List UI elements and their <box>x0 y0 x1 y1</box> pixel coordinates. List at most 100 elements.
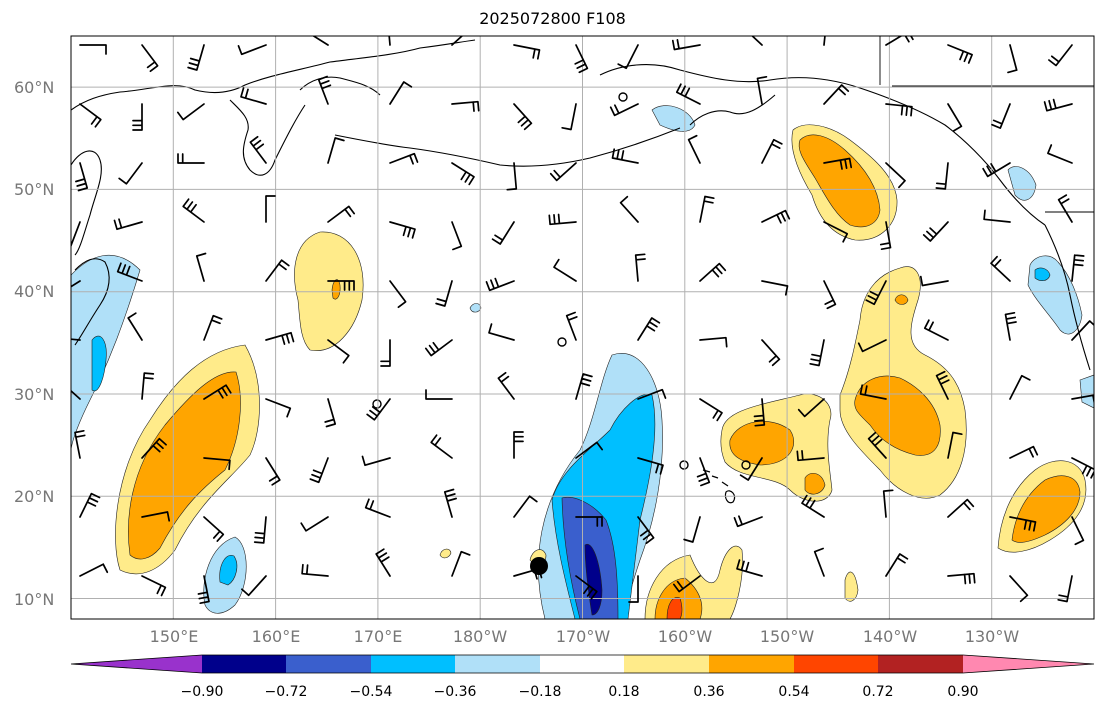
positive-blob-3 <box>844 571 859 602</box>
wind-barb <box>823 280 837 310</box>
negative-core-central-3 <box>584 543 603 616</box>
wind-barb <box>424 339 453 357</box>
colorbar-label: −0.36 <box>434 684 477 700</box>
wind-barb <box>79 492 101 518</box>
wind-barb <box>885 36 914 46</box>
wind-barb <box>617 44 639 70</box>
wind-barb <box>265 195 276 223</box>
wind-barb <box>672 575 701 593</box>
wind-barb <box>1057 575 1073 603</box>
colorbar-swatch <box>963 655 1094 673</box>
wind-barb <box>919 275 949 287</box>
wind-barb <box>364 498 391 518</box>
wind-barb <box>327 137 345 164</box>
wind-barb <box>187 44 205 71</box>
wind-barb <box>300 516 329 532</box>
wind-barb <box>637 388 667 400</box>
lat-label: 10°N <box>14 590 54 609</box>
wind-barb <box>488 323 515 341</box>
wind-barb <box>1043 98 1073 112</box>
wind-barb <box>736 559 763 577</box>
wind-barb <box>327 280 355 291</box>
colorbar-label: −0.90 <box>181 684 224 700</box>
wind-barb <box>451 100 480 112</box>
colorbar-swatch <box>202 655 286 673</box>
wind-barb <box>609 103 639 117</box>
wind-barb <box>265 259 290 282</box>
colorbar-swatch <box>455 655 540 673</box>
lat-label: 20°N <box>14 487 54 506</box>
positive-blob-2 <box>439 548 452 559</box>
wind-barb <box>739 457 763 481</box>
colorbar <box>70 654 1095 674</box>
longitude-labels: 150°E 160°E 170°E 180°W 170°W 160°W 150°… <box>150 627 1020 646</box>
wind-barb <box>389 280 407 309</box>
wind-barb <box>513 103 533 131</box>
positive-core-west <box>128 371 241 560</box>
wind-barb <box>1009 516 1037 532</box>
hawaii-islands <box>702 469 736 504</box>
lon-label: 140°W <box>863 627 918 646</box>
wind-barb <box>823 84 850 105</box>
wind-barb <box>982 162 1011 178</box>
wind-barb <box>761 280 789 296</box>
latitude-labels: 10°N 20°N 30°N 40°N 50°N 60°N <box>14 78 54 609</box>
coastline-kamchatka-east <box>229 99 306 176</box>
wind-barb <box>809 339 825 367</box>
wind-barb <box>1057 194 1073 223</box>
colorbar-swatch <box>709 655 794 673</box>
wind-barb <box>182 198 205 223</box>
wind-barb <box>141 511 171 522</box>
wind-barb <box>947 572 976 585</box>
wind-barb <box>947 44 973 64</box>
wind-barb <box>451 162 475 186</box>
wind-barb <box>561 103 577 131</box>
wind-barb <box>141 372 155 400</box>
colorbar-swatch <box>624 655 709 673</box>
colorbar-label: 0.90 <box>947 684 978 700</box>
wind-barb <box>947 498 975 518</box>
positive-core-150w-2 <box>804 472 826 495</box>
wind-barb <box>923 319 949 341</box>
wind-barb <box>491 221 515 245</box>
wind-barb <box>451 550 471 577</box>
wind-barb <box>683 516 701 543</box>
wind-barb <box>611 148 639 164</box>
lat-label: 30°N <box>14 385 54 404</box>
wind-barb <box>265 457 281 486</box>
wind-barb <box>1007 44 1018 74</box>
lon-label: 170°E <box>354 627 403 646</box>
page-title: 2025072800 F108 <box>479 9 626 28</box>
wind-barb <box>197 575 210 605</box>
wind-barb <box>687 134 701 164</box>
coastline-chukotka <box>299 76 381 96</box>
wind-barb <box>885 162 906 189</box>
lat-label: 40°N <box>14 282 54 301</box>
wind-barb <box>1004 311 1017 341</box>
wind-barb <box>71 221 81 248</box>
wind-barb <box>195 252 207 282</box>
wind-barb <box>389 221 416 239</box>
wind-barb <box>575 441 604 459</box>
wind-barb <box>699 336 728 348</box>
wind-barb <box>79 44 107 55</box>
wind-barb <box>74 429 86 459</box>
station-circle <box>741 460 751 470</box>
wind-barb <box>203 384 232 400</box>
wind-barb <box>435 280 453 307</box>
wind-barb <box>1009 445 1039 459</box>
wind-barb <box>324 398 337 428</box>
wind-barb <box>1071 254 1085 282</box>
wind-barb <box>983 209 1011 223</box>
wind-barb <box>565 311 578 341</box>
positive-peak-south-160w <box>666 597 683 619</box>
positive-core-140w <box>854 375 941 456</box>
colorbar-label: 0.36 <box>693 684 724 700</box>
wind-barb <box>947 103 963 132</box>
wind-barb <box>1048 44 1073 67</box>
lat-label: 60°N <box>14 78 54 97</box>
wind-barb <box>637 457 664 475</box>
wind-barb <box>801 494 825 518</box>
wind-barb <box>675 83 701 105</box>
colorbar-label: 0.72 <box>862 684 893 700</box>
